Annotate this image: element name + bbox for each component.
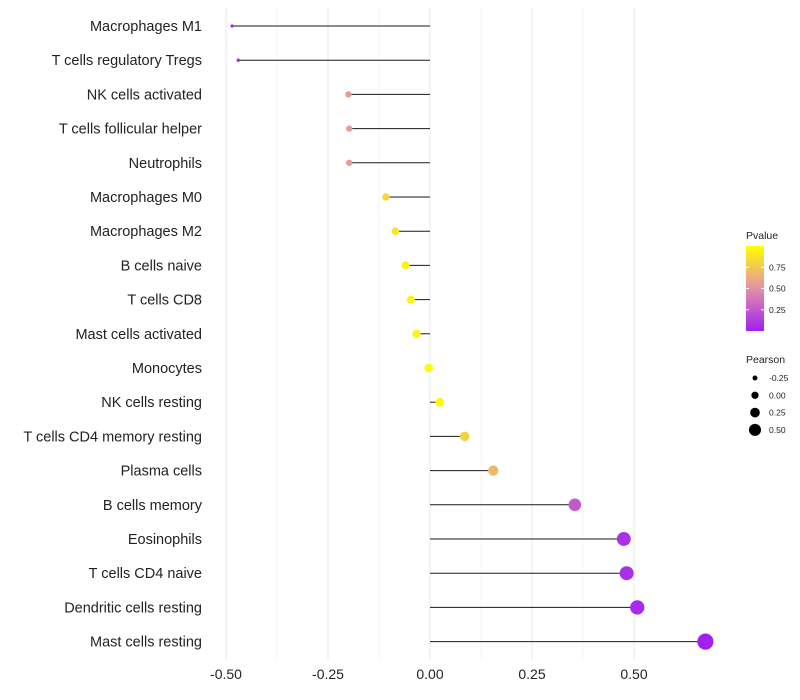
y-tick-label: T cells follicular helper xyxy=(59,122,202,138)
y-tick-label: Macrophages M2 xyxy=(90,224,202,240)
legend-pvalue-title: Pvalue xyxy=(746,230,778,242)
legend-pearson: Pearson -0.25 0.00 0.25 0.50 xyxy=(746,354,789,436)
legend-pvalue-tick-label: 0.50 xyxy=(769,284,786,294)
y-tick-label: Monocytes xyxy=(132,361,202,377)
lollipop-point xyxy=(619,566,634,581)
lollipop-stems xyxy=(232,25,706,643)
y-tick-label: Macrophages M1 xyxy=(90,19,202,35)
legend-pvalue: Pvalue 0.25 0.50 0.75 xyxy=(746,230,786,331)
lollipop-point xyxy=(616,532,631,546)
lollipop-point xyxy=(230,24,234,28)
lollipop-point xyxy=(459,431,470,442)
lollipop-point xyxy=(346,125,353,132)
y-tick-label: Macrophages M0 xyxy=(90,190,202,206)
y-tick-label: T cells CD4 naive xyxy=(89,566,202,582)
legend-pearson-key xyxy=(748,423,762,436)
legend-pvalue-tick-label: 0.25 xyxy=(769,305,786,315)
legend-pvalue-colorbar xyxy=(746,246,764,331)
lollipop-point xyxy=(630,600,645,615)
y-tick-label: T cells CD4 memory resting xyxy=(23,429,202,445)
y-tick-label: Plasma cells xyxy=(121,464,202,480)
lollipop-point xyxy=(346,159,353,166)
lollipop-points xyxy=(230,24,714,650)
legend-pearson-key xyxy=(751,391,759,399)
lollipop-point xyxy=(401,261,410,270)
x-tick-label: -0.25 xyxy=(312,666,344,682)
legend-pearson-label: 0.50 xyxy=(769,425,786,435)
y-axis-labels: Macrophages M1 T cells regulatory Tregs N… xyxy=(23,19,202,651)
y-tick-label: Eosinophils xyxy=(128,532,202,548)
lollipop-point xyxy=(697,633,714,650)
y-tick-label: B cells memory xyxy=(103,498,203,514)
y-tick-label: Dendritic cells resting xyxy=(64,600,202,616)
x-gridlines xyxy=(225,8,635,660)
lollipop-point xyxy=(391,227,400,236)
y-tick-label: NK cells resting xyxy=(101,395,202,411)
legend-pearson-key xyxy=(750,407,760,418)
y-tick-label: T cells CD8 xyxy=(127,293,202,309)
lollipop-point xyxy=(412,329,421,338)
lollipop-point xyxy=(236,58,240,62)
y-tick-label: Neutrophils xyxy=(129,156,202,172)
lollipop-point xyxy=(424,363,434,373)
x-tick-label: 0.50 xyxy=(620,666,647,682)
lollipop-point xyxy=(488,465,499,476)
x-tick-label: 0.25 xyxy=(518,666,545,682)
y-tick-label: B cells naive xyxy=(121,258,202,274)
legend-pearson-title: Pearson xyxy=(746,354,785,366)
x-axis-labels: -0.50 -0.25 0.00 0.25 0.50 xyxy=(210,666,648,682)
x-tick-label: 0.00 xyxy=(416,666,443,682)
y-tick-label: T cells regulatory Tregs xyxy=(52,53,202,69)
x-tick-label: -0.50 xyxy=(210,666,242,682)
legend-pearson-label: 0.25 xyxy=(769,408,786,418)
y-tick-label: Mast cells activated xyxy=(75,327,202,343)
lollipop-point xyxy=(568,498,582,512)
legend-pvalue-tick-label: 0.75 xyxy=(769,262,786,272)
lollipop-point xyxy=(435,397,445,407)
lollipop-point xyxy=(382,193,390,201)
legend-pearson-key xyxy=(752,375,758,381)
lollipop-point xyxy=(406,295,415,304)
lollipop-point xyxy=(345,91,352,98)
y-tick-label: Mast cells resting xyxy=(90,635,202,651)
legend-pearson-label: -0.25 xyxy=(769,373,789,383)
legend-pearson-label: 0.00 xyxy=(769,390,786,400)
y-tick-label: NK cells activated xyxy=(87,87,202,103)
